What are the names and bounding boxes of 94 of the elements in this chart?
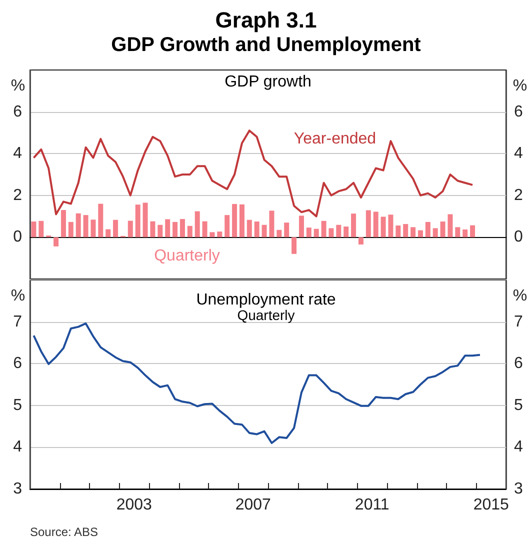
bar bbox=[217, 232, 222, 238]
y-tick-label: 0 bbox=[13, 228, 22, 246]
bar bbox=[418, 230, 423, 238]
bar bbox=[336, 224, 342, 238]
bar bbox=[292, 237, 297, 254]
y-tick-label: 6 bbox=[13, 103, 22, 120]
y2-tick-label: 4 bbox=[514, 438, 523, 456]
bar bbox=[172, 222, 178, 238]
y-tick-label: 5 bbox=[13, 396, 22, 414]
bar bbox=[351, 214, 356, 238]
bar bbox=[60, 210, 66, 238]
y2-axis-title: % bbox=[512, 288, 528, 304]
y2-axis-title: % bbox=[512, 78, 528, 94]
bar bbox=[83, 215, 88, 238]
bar bbox=[298, 216, 304, 238]
y2-tick-label: 3 bbox=[514, 480, 523, 498]
bar bbox=[462, 229, 468, 238]
x-tick-label: 2003 bbox=[116, 496, 152, 514]
bar bbox=[90, 220, 96, 238]
line-series bbox=[32, 130, 474, 218]
annotation: GDP growth bbox=[224, 74, 312, 90]
bar bbox=[380, 216, 386, 238]
text: Quarterly bbox=[237, 307, 295, 323]
chart-title: Graph 3.1 bbox=[215, 8, 317, 32]
bar bbox=[239, 204, 244, 238]
y2-tick-label: 5 bbox=[514, 396, 523, 414]
bar bbox=[128, 220, 133, 238]
bar bbox=[98, 204, 104, 238]
bar bbox=[425, 222, 430, 238]
bar bbox=[306, 228, 312, 238]
bar bbox=[388, 214, 394, 238]
bar bbox=[269, 210, 274, 238]
line-series bbox=[32, 322, 481, 444]
bar bbox=[38, 220, 44, 238]
bar bbox=[224, 215, 230, 238]
y2-tick-label: 6 bbox=[514, 355, 523, 372]
bar bbox=[194, 211, 200, 238]
y2-tick-label: 7 bbox=[514, 313, 523, 330]
y2-tick-label: 4 bbox=[514, 145, 523, 162]
bar bbox=[54, 237, 59, 246]
chart-subtitle: GDP Growth and Unemployment bbox=[111, 34, 422, 56]
bar bbox=[410, 227, 416, 238]
bar bbox=[150, 221, 156, 238]
bar bbox=[106, 229, 111, 238]
y-tick-label: 3 bbox=[13, 480, 22, 498]
y2-tick-label: 2 bbox=[514, 186, 523, 204]
y-tick-label: 4 bbox=[13, 145, 22, 162]
bar bbox=[284, 222, 290, 238]
bar bbox=[344, 226, 349, 238]
bar bbox=[358, 237, 364, 245]
bar bbox=[396, 225, 401, 238]
bar bbox=[314, 228, 319, 238]
bar bbox=[254, 222, 260, 238]
y2-tick-label: 6 bbox=[514, 103, 523, 120]
bar bbox=[328, 228, 334, 238]
bar bbox=[210, 232, 215, 238]
bar bbox=[448, 214, 453, 238]
x-tick-label: 2015 bbox=[473, 496, 510, 514]
bar bbox=[440, 222, 446, 238]
bar bbox=[262, 224, 267, 238]
bar bbox=[180, 219, 185, 238]
y-tick-label: 6 bbox=[13, 355, 22, 372]
bar bbox=[31, 222, 36, 238]
bar bbox=[165, 219, 170, 238]
bar bbox=[76, 213, 81, 238]
bar bbox=[455, 227, 460, 238]
bar bbox=[366, 210, 371, 238]
series-label: Year-ended bbox=[294, 130, 376, 148]
bar bbox=[373, 212, 378, 238]
bar bbox=[187, 226, 192, 238]
series-label: Quarterly bbox=[154, 248, 220, 264]
bar bbox=[158, 224, 163, 238]
bar bbox=[68, 222, 74, 238]
text: Unemployment rate bbox=[196, 292, 336, 308]
y-axis-title: % bbox=[10, 78, 26, 94]
bar bbox=[403, 224, 408, 238]
bar bbox=[142, 202, 148, 238]
y-tick-label: 4 bbox=[13, 438, 22, 456]
bar bbox=[113, 220, 118, 238]
bar bbox=[246, 220, 252, 238]
bar bbox=[202, 221, 208, 238]
bar bbox=[470, 225, 476, 238]
x-tick-label: 2007 bbox=[235, 496, 272, 514]
bar bbox=[276, 230, 282, 238]
y2-tick-label: 0 bbox=[514, 228, 523, 246]
source-note: Source: ABS bbox=[30, 525, 98, 539]
bar bbox=[432, 228, 438, 238]
x-tick-label: 2011 bbox=[354, 496, 390, 514]
bar bbox=[135, 204, 140, 238]
bar bbox=[321, 220, 326, 238]
y-tick-label: 7 bbox=[13, 313, 22, 330]
y-axis-title: % bbox=[10, 288, 26, 304]
y-tick-label: 2 bbox=[13, 186, 22, 204]
bar bbox=[232, 204, 238, 238]
